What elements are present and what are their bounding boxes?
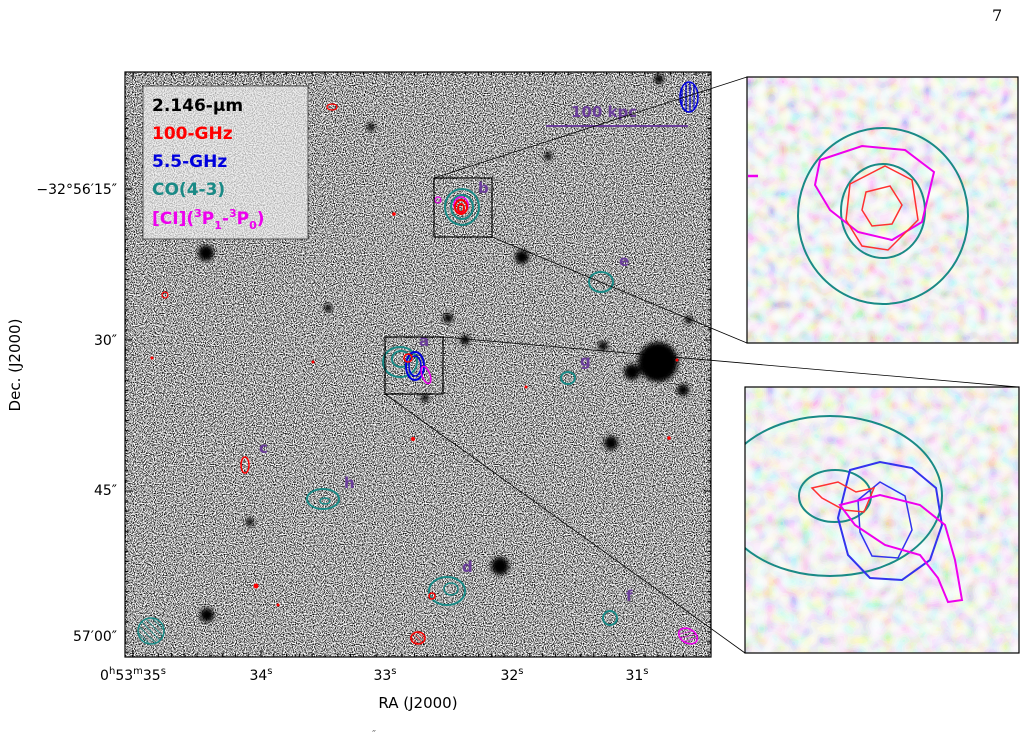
x-axis-title: RA (J2000) xyxy=(378,694,457,712)
y-tick-label: 57′00″ xyxy=(73,629,117,645)
source-label-c: c xyxy=(259,439,268,457)
beam-5ghz xyxy=(679,81,699,113)
legend: 2.146-μm 100-GHz 5.5-GHz CO(4-3) [CI](3P… xyxy=(142,85,309,240)
y-tick-label: −32°56′15″ xyxy=(36,182,117,198)
legend-5ghz: 5.5-GHz xyxy=(152,152,227,172)
x-tick-labels: 0h53m35s 34s 33s 32s 31s xyxy=(100,666,648,684)
legend-ci: [CI](3P1-3P0) xyxy=(152,207,265,232)
y-tick-label: 30″ xyxy=(94,333,117,349)
source-label-h: h xyxy=(344,474,355,492)
y-tick-labels: −32°56′15″ 30″ 45″ 57′00″ xyxy=(36,182,117,645)
page-number: 7 xyxy=(992,6,1003,25)
contours-source-a xyxy=(382,346,432,385)
source-label-a: a xyxy=(419,332,429,350)
x-tick-label: 0h53m35s xyxy=(100,666,166,684)
scale-bar: 100 kpc xyxy=(546,103,688,127)
main-panel-frame xyxy=(124,71,712,658)
zoom-box-b xyxy=(433,177,493,238)
contours-other xyxy=(150,103,679,626)
zoom-panel-a xyxy=(744,386,1020,654)
zoom-connectors xyxy=(384,76,1019,654)
legend-100ghz: 100-GHz xyxy=(152,124,233,144)
beam-ci xyxy=(677,627,699,645)
y-axis-title: Dec. (J2000) xyxy=(6,319,24,412)
source-label-b: b xyxy=(478,179,489,197)
zoom-box-a xyxy=(384,336,444,395)
x-tick-label: 34s xyxy=(249,666,272,684)
beam-100ghz xyxy=(410,631,426,645)
legend-k-band: 2.146-μm xyxy=(152,96,243,116)
main-panel: 2.146-μm 100-GHz 5.5-GHz CO(4-3) [CI](3P… xyxy=(6,71,712,712)
scale-bar-label: 100 kpc xyxy=(571,103,637,121)
tick-marks xyxy=(125,72,711,657)
x-tick-label: 31s xyxy=(625,666,648,684)
x-tick-label: 32s xyxy=(500,666,523,684)
beam-co43 xyxy=(137,617,165,645)
zoom-panel-b xyxy=(746,76,1019,344)
source-label-d: d xyxy=(462,558,473,576)
caption-fragment: ″ xyxy=(372,728,377,741)
source-label-f: f xyxy=(626,587,633,605)
contours-source-b xyxy=(434,188,480,226)
source-label-e: e xyxy=(619,252,629,270)
y-tick-label: 45″ xyxy=(94,483,117,499)
legend-co43: CO(4-3) xyxy=(152,180,225,200)
source-label-g: g xyxy=(580,352,591,370)
x-tick-label: 33s xyxy=(373,666,396,684)
source-labels: a b c d e f g h xyxy=(259,179,633,605)
